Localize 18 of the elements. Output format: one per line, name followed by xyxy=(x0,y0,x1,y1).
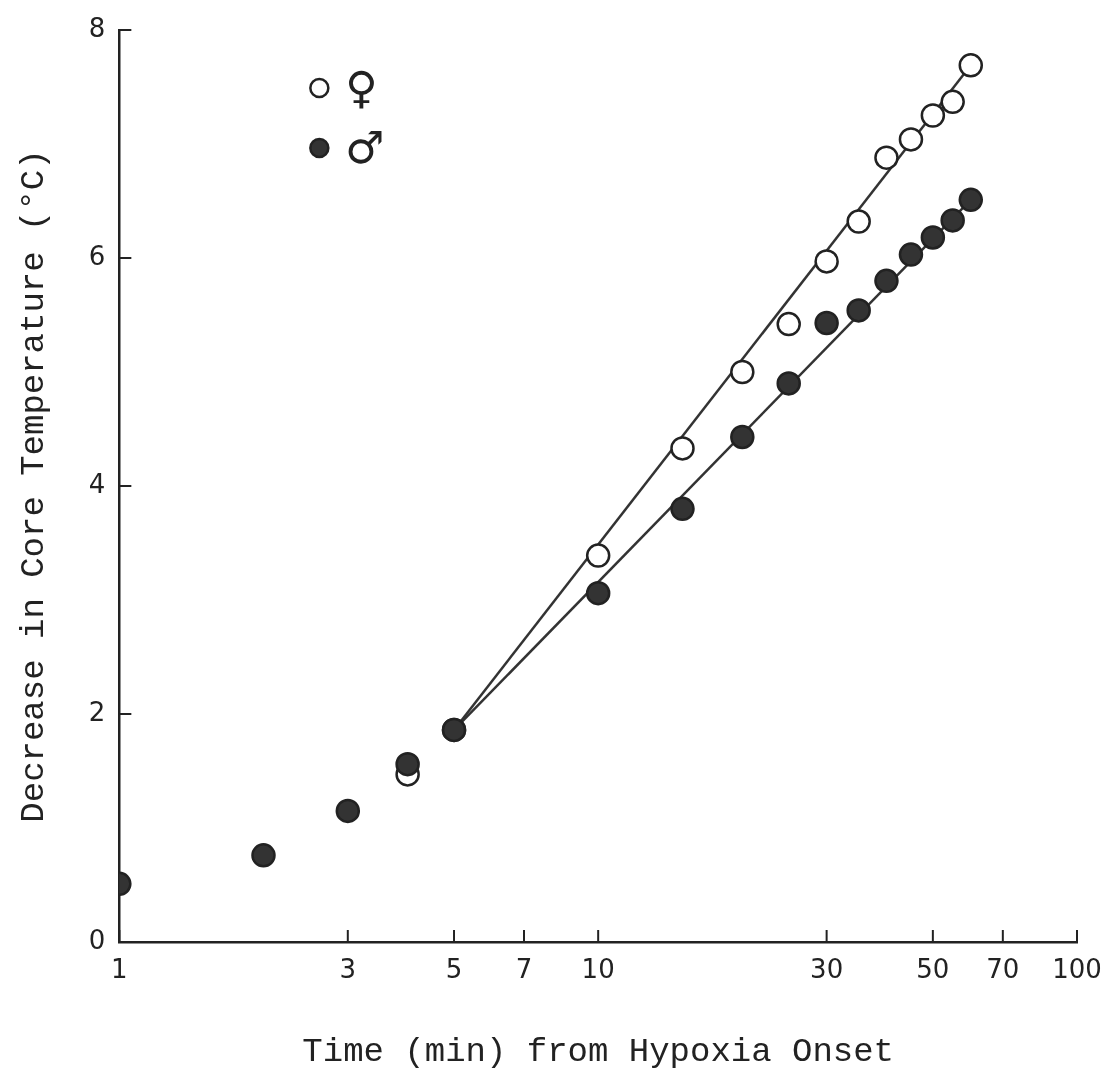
x-tick-label: 70 xyxy=(986,954,1020,985)
x-tick-label: 10 xyxy=(581,954,615,985)
x-axis-title: Time (min) from Hypoxia Onset xyxy=(302,1032,895,1071)
legend-label: ♀ xyxy=(345,62,378,114)
y-tick-label: 2 xyxy=(88,696,106,727)
x-tick-label: 50 xyxy=(916,954,950,985)
x-tick-label: 5 xyxy=(445,954,463,985)
x-tick-label: 100 xyxy=(1052,954,1102,985)
y-tick-label: 4 xyxy=(88,468,106,499)
x-tick-label: 3 xyxy=(339,954,357,985)
legend-label: ♂ xyxy=(345,122,385,174)
y-tick-label: 0 xyxy=(88,924,106,955)
x-tick-label: 7 xyxy=(515,954,533,985)
y-tick-label: 6 xyxy=(88,240,106,271)
x-tick-label: 30 xyxy=(810,954,844,985)
y-axis-title: Decrease in Core Temperature (°C) xyxy=(15,149,54,823)
y-tick-label: 8 xyxy=(88,12,106,43)
x-tick-label: 1 xyxy=(111,954,128,985)
